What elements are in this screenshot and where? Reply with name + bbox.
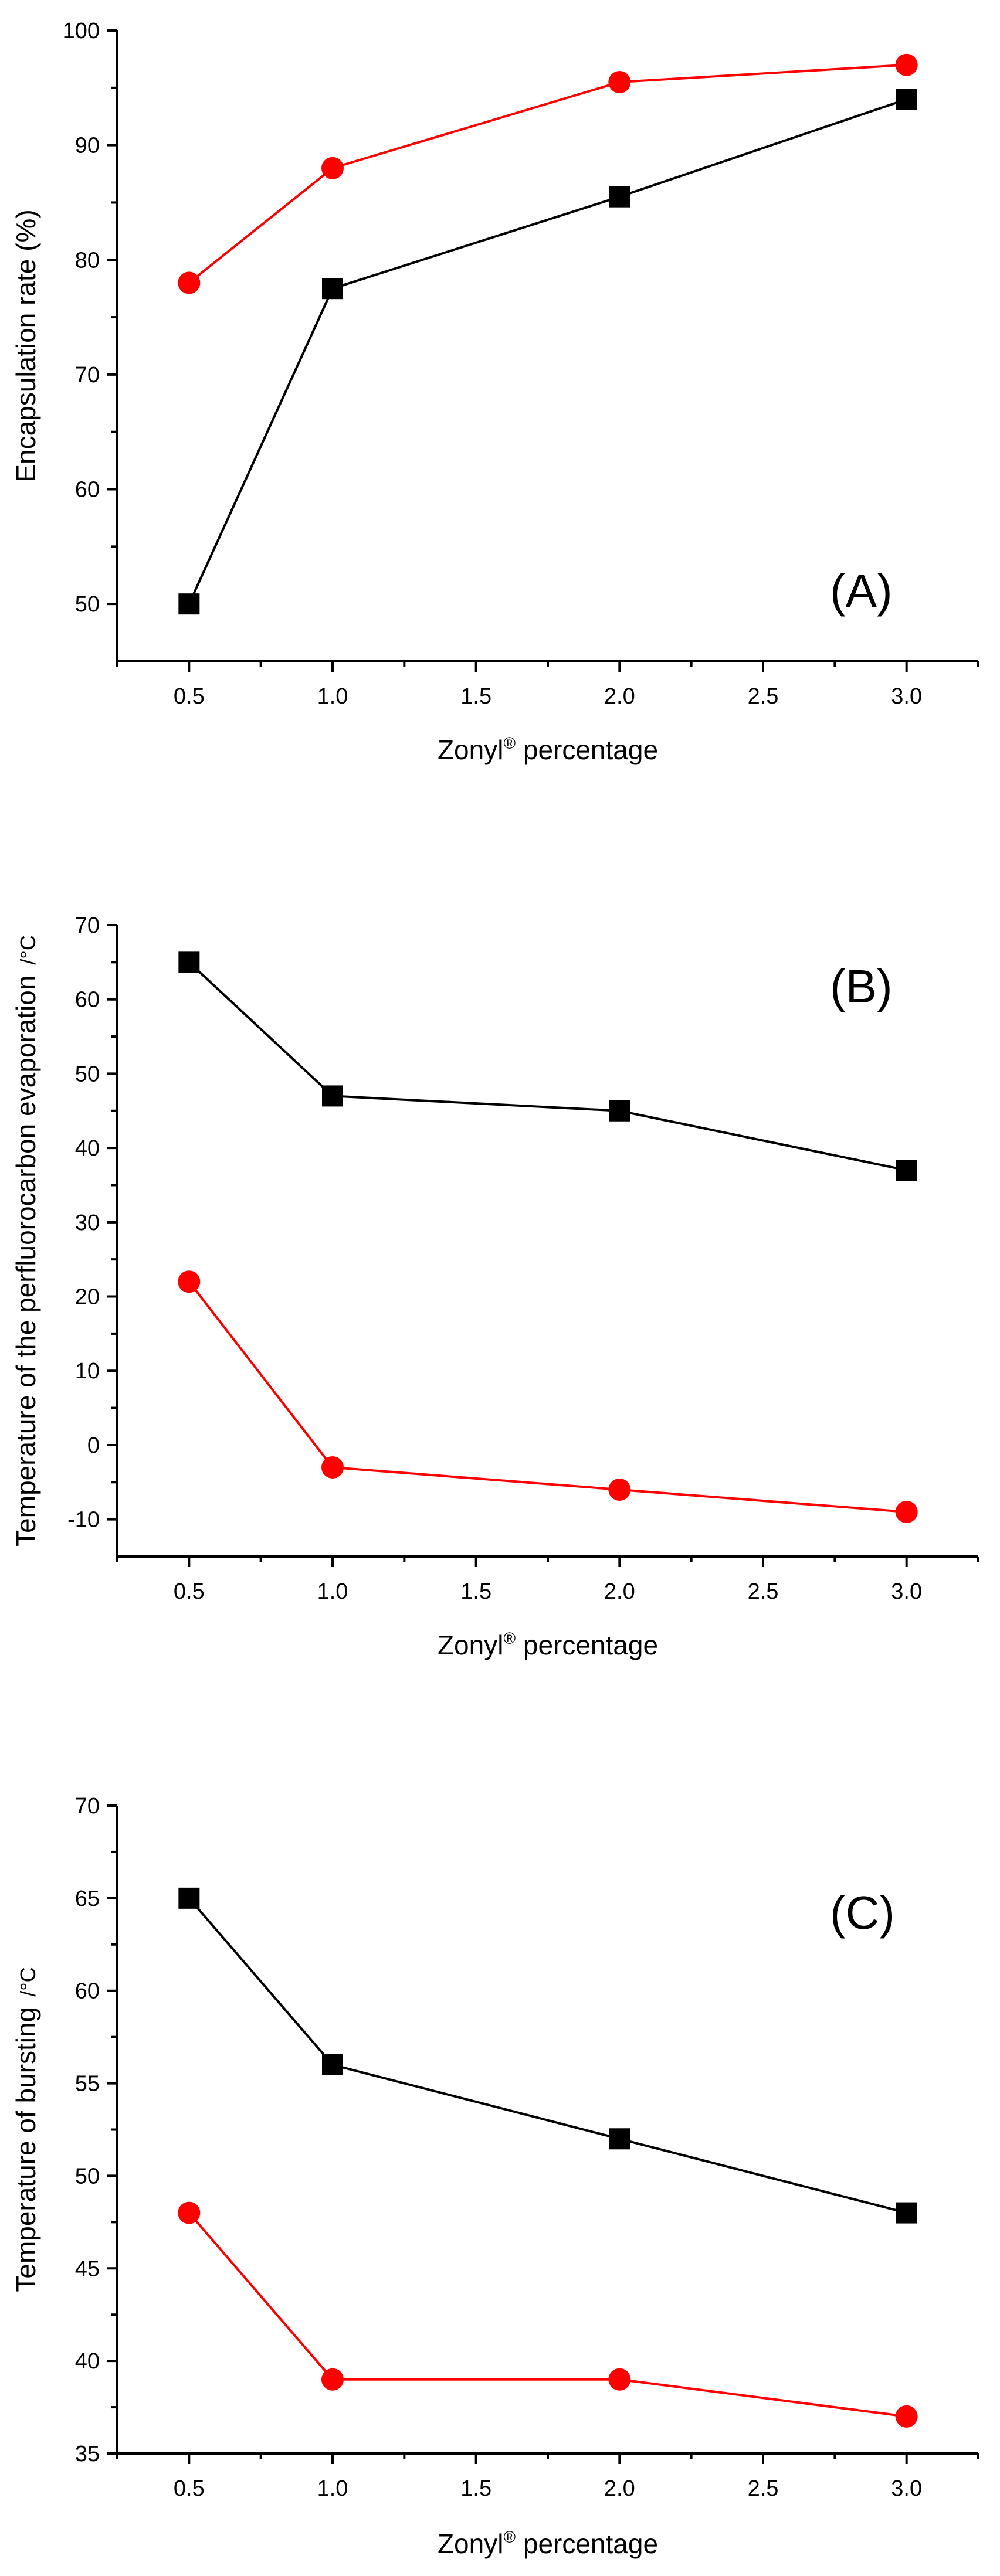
y-tick-label: 70 [75, 363, 100, 388]
x-tick-label: 2.0 [604, 1579, 635, 1604]
y-tick-label: 80 [75, 248, 100, 273]
y-tick-label: 65 [75, 1887, 100, 1911]
y-tick-label: 50 [75, 1062, 100, 1086]
y-tick-label: 70 [75, 913, 100, 938]
series-line [188, 63, 907, 284]
y-tick-label: 50 [75, 2164, 100, 2188]
y-tick-label: 60 [75, 988, 100, 1012]
data-point-circle [178, 2201, 201, 2224]
x-tick-label: 0.5 [174, 1579, 205, 1604]
data-point-square [322, 1085, 343, 1107]
data-point-circle [321, 1456, 344, 1479]
series-red-circles [178, 2201, 918, 2428]
panel-label: (A) [830, 565, 893, 617]
data-point-circle [608, 2368, 631, 2391]
panel-label: (C) [830, 1887, 895, 1939]
chart-panel-1: 0.5 1.0 1.5 2.0 2.5 3.0 50 60 70 80 90 100 Zonyl® pe… [11, 19, 979, 765]
x-tick-label: 2.5 [748, 1579, 779, 1604]
y-tick-label: -10 [67, 1508, 100, 1532]
data-point-square [609, 2128, 630, 2150]
data-point-square [178, 1887, 200, 1909]
y-tick-label: 45 [75, 2256, 100, 2281]
series-line [188, 2212, 907, 2418]
x-tick-label: 1.0 [317, 2476, 348, 2501]
y-tick-label: 50 [75, 592, 100, 617]
y-tick-label: 60 [75, 478, 100, 502]
x-axis-title: Zonyl® percentage [438, 1629, 658, 1660]
x-tick-label: 2.5 [748, 2476, 779, 2501]
x-axis-title: Zonyl® percentage [438, 734, 658, 765]
y-tick-label: 20 [75, 1285, 100, 1310]
data-point-square [609, 1100, 630, 1122]
x-tick-label: 2.0 [604, 684, 635, 709]
data-point-circle [608, 1478, 631, 1501]
x-tick-label: 1.0 [317, 684, 348, 709]
x-tick-label: 3.0 [891, 684, 922, 709]
y-axis-title: Encapsulation rate (%) [11, 209, 41, 482]
data-point-square [609, 186, 630, 208]
x-tick-label: 2.0 [604, 2476, 635, 2501]
y-axis-title: Temperature of bursting/°C [11, 1967, 41, 2292]
y-tick-label: 0 [87, 1433, 100, 1458]
y-tick-label: 60 [75, 1979, 100, 2004]
data-point-circle [178, 1270, 201, 1293]
y-tick-label: 100 [63, 19, 100, 43]
series-black-squares [178, 951, 917, 1181]
x-tick-label: 1.5 [460, 684, 491, 709]
series-line [188, 1897, 907, 2214]
series-red-circles [178, 1270, 918, 1523]
x-tick-label: 2.5 [748, 684, 779, 709]
y-tick-label: 90 [75, 134, 100, 158]
y-tick-label: 40 [75, 2349, 100, 2374]
y-tick-label: 35 [75, 2442, 100, 2466]
x-axis-title: Zonyl® percentage [438, 2528, 658, 2559]
data-point-circle [321, 157, 344, 179]
data-point-square [322, 2054, 343, 2075]
y-tick-label: 55 [75, 2072, 100, 2096]
data-point-square [896, 1160, 917, 1181]
data-point-square [896, 89, 917, 110]
x-tick-label: 3.0 [891, 2476, 922, 2501]
series-line [188, 961, 907, 1172]
chart-panel-2: 0.5 1.0 1.5 2.0 2.5 3.0 -10 0 10 20 30 40 50 60 70 Zony… [11, 913, 979, 1660]
data-point-square [896, 2202, 917, 2224]
x-tick-label: 3.0 [891, 1579, 922, 1604]
x-tick-label: 0.5 [174, 684, 205, 709]
x-tick-label: 1.0 [317, 1579, 348, 1604]
data-point-circle [608, 71, 631, 94]
panel-label: (B) [830, 960, 893, 1012]
data-point-square [322, 278, 343, 300]
data-point-square [178, 951, 200, 973]
x-tick-label: 1.5 [460, 2476, 491, 2501]
series-line [188, 1280, 907, 1513]
x-tick-label: 0.5 [174, 2476, 205, 2501]
y-tick-label: 10 [75, 1359, 100, 1384]
y-tick-label: 40 [75, 1136, 100, 1161]
chart-panel-3: 0.5 1.0 1.5 2.0 2.5 3.0 35 40 45 50 55 60 65 70 Zonyl®… [11, 1794, 979, 2559]
data-point-circle [895, 1500, 918, 1523]
data-point-square [178, 593, 200, 615]
series-black-squares [178, 1887, 917, 2224]
series-line [188, 98, 907, 605]
x-tick-label: 1.5 [460, 1579, 491, 1604]
y-tick-label: 30 [75, 1211, 100, 1235]
data-point-circle [321, 2368, 344, 2391]
series-black-squares [178, 89, 917, 615]
series-red-circles [178, 53, 918, 294]
data-point-circle [178, 271, 201, 294]
data-point-circle [895, 2405, 918, 2428]
y-tick-label: 70 [75, 1794, 100, 1819]
data-point-circle [895, 53, 918, 76]
y-axis-title: Temperature of the perfluorocarbon evapo… [11, 935, 41, 1547]
